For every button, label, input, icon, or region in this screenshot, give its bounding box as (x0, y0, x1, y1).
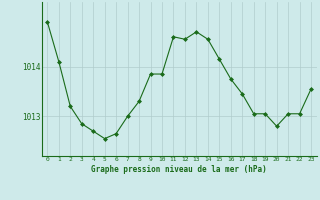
X-axis label: Graphe pression niveau de la mer (hPa): Graphe pression niveau de la mer (hPa) (91, 165, 267, 174)
